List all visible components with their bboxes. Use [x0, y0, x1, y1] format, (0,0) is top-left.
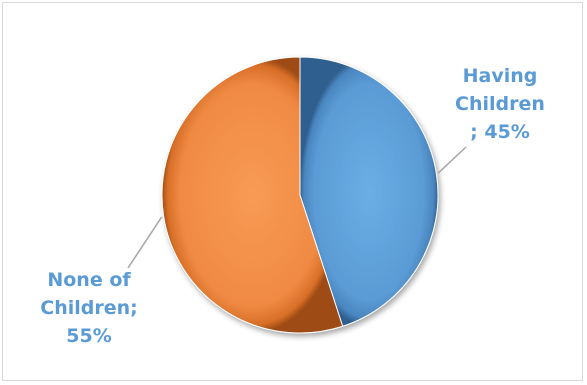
- slice-label-line: None of: [47, 269, 131, 291]
- leader-line-1: [437, 146, 467, 174]
- pie-slice-2: [161, 56, 344, 334]
- slice-label-1: Having Children ; 45%: [455, 65, 545, 143]
- slice-label-2: None of Children; 55%: [40, 269, 137, 347]
- slice-label-line: Children: [455, 93, 545, 115]
- slice-label-line: Children;: [40, 297, 137, 319]
- slice-label-line: ; 45%: [470, 121, 530, 143]
- slice-label-line: Having: [463, 65, 538, 87]
- leader-line-2: [127, 216, 163, 269]
- slice-label-line: 55%: [66, 325, 111, 347]
- pie-slice-1: [299, 56, 439, 327]
